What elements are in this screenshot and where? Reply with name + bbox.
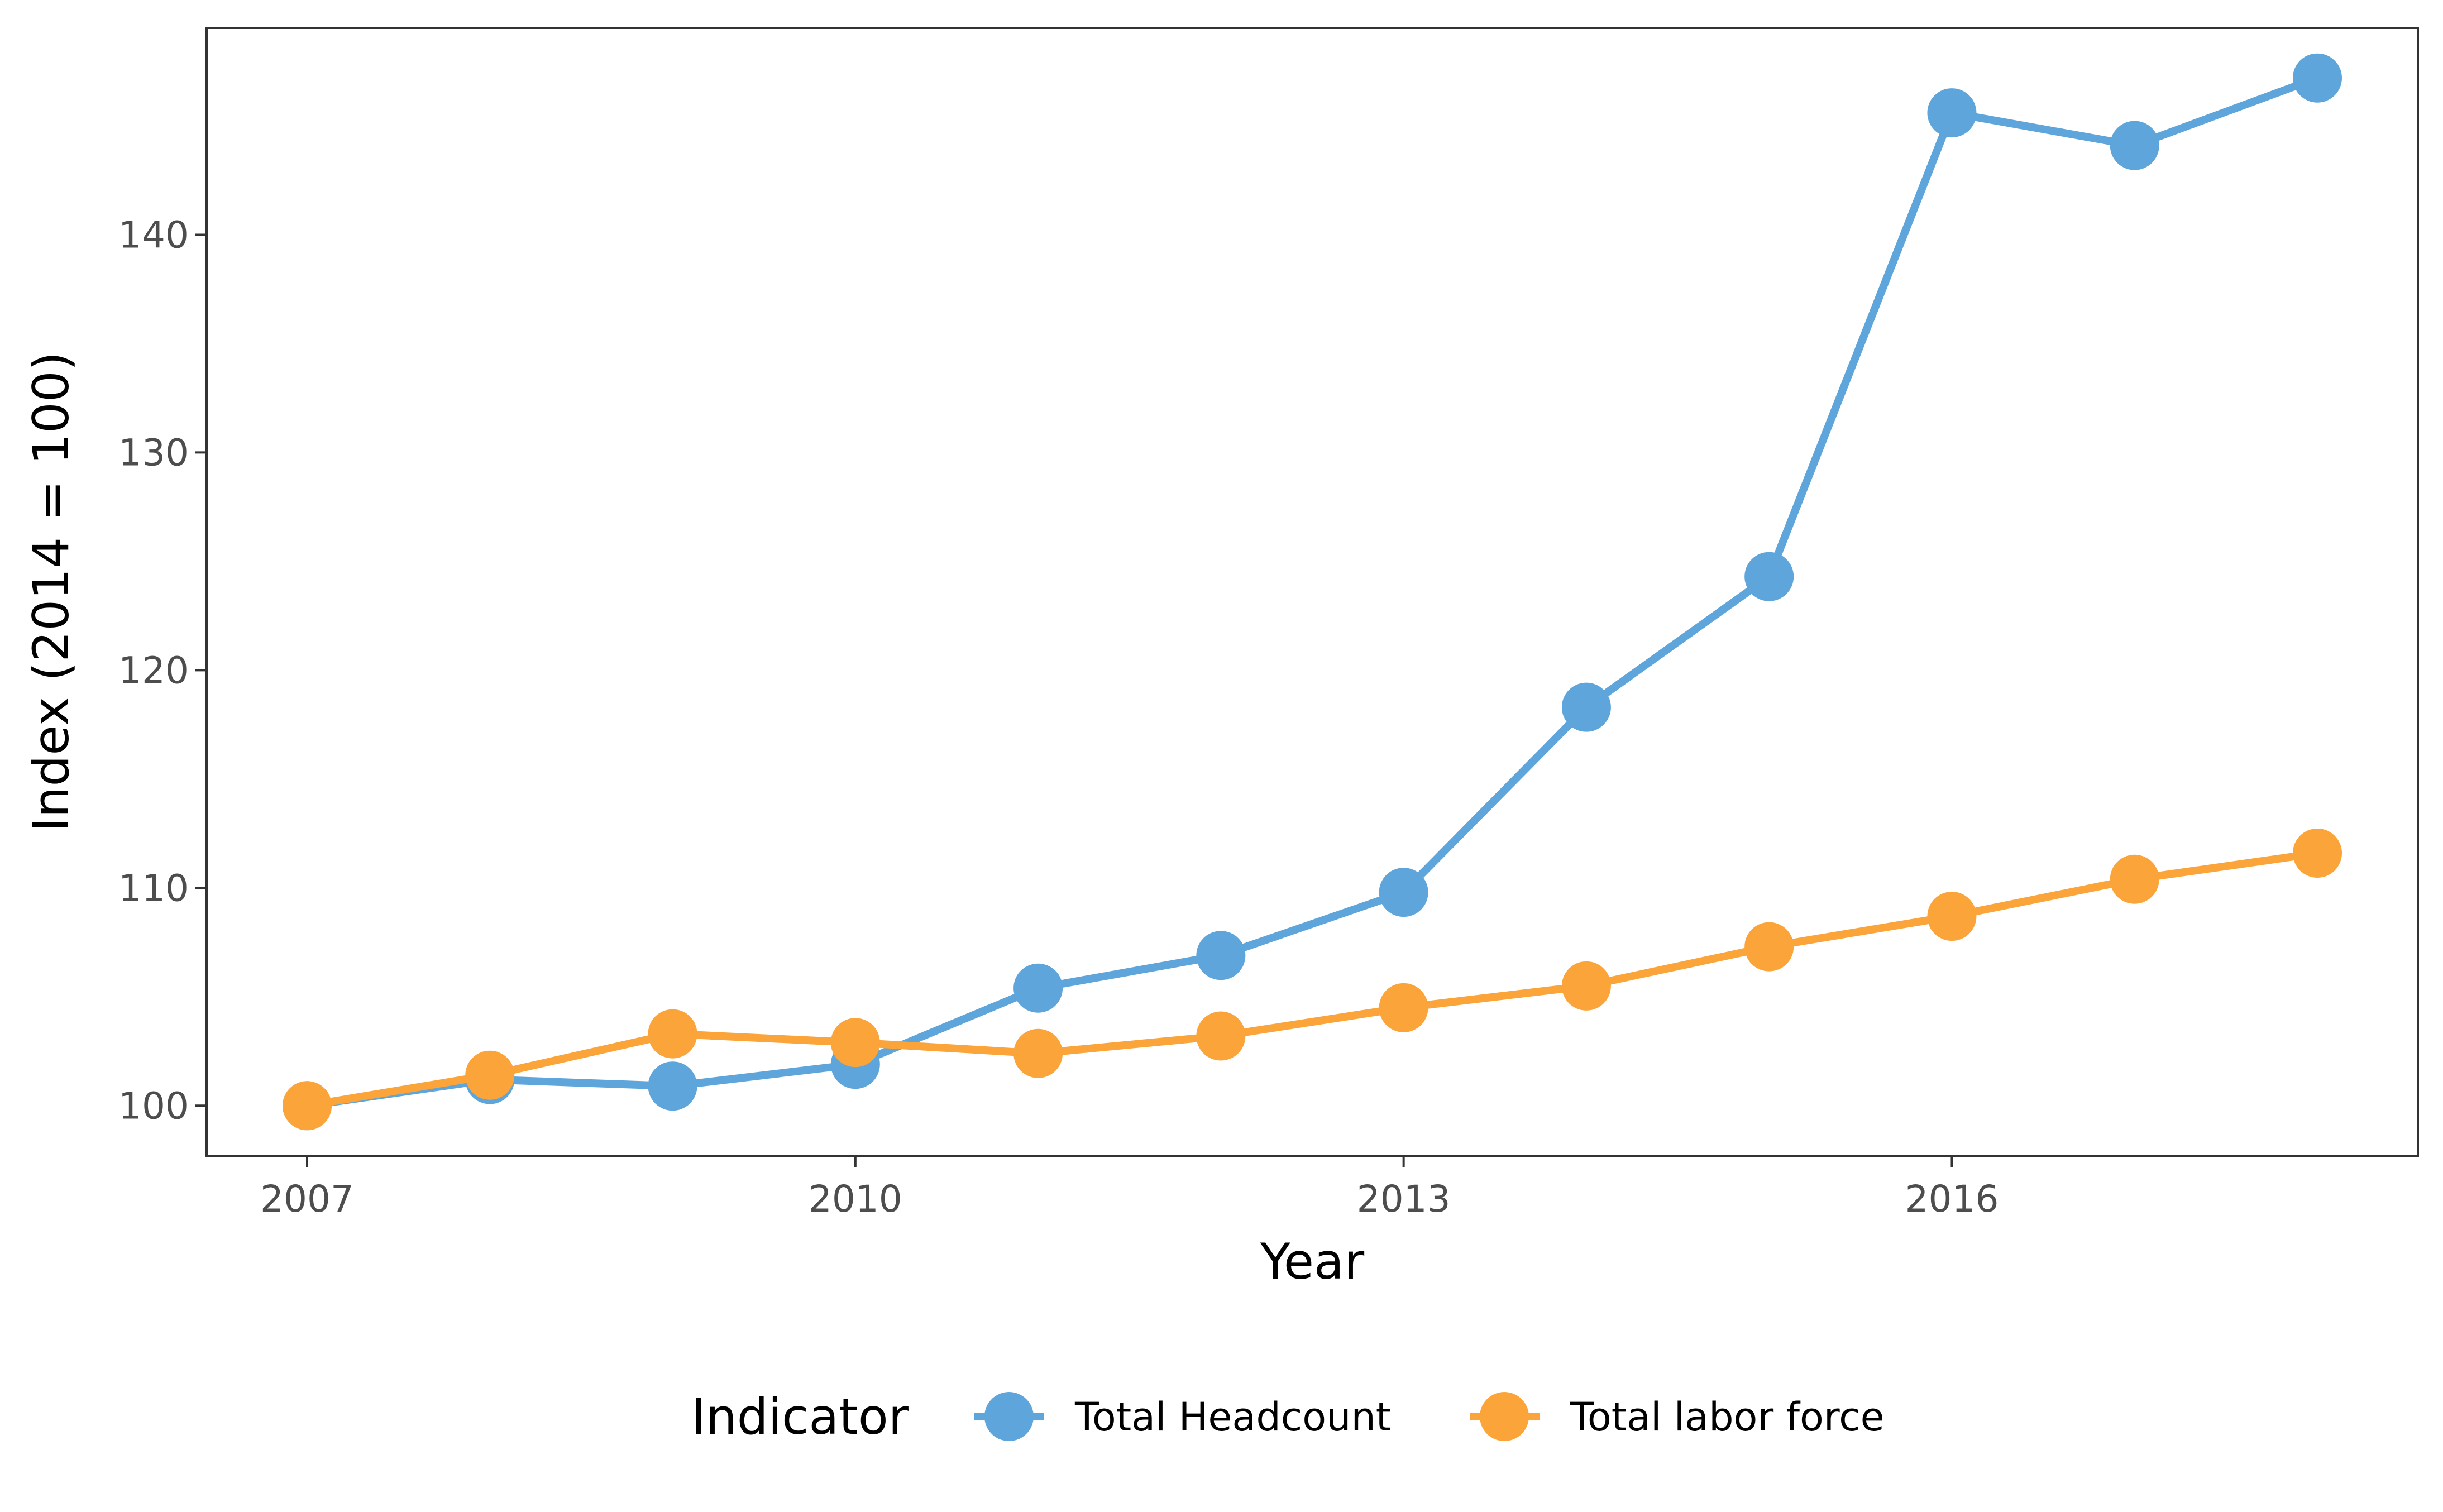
data-point-total-labor-force-2009 xyxy=(648,1009,697,1059)
legend: Indicator Total Headcount Total labor fo… xyxy=(691,1388,1885,1446)
data-point-total-labor-force-2011 xyxy=(1013,1028,1063,1078)
y-axis: 100 110 120 130 140 xyxy=(118,213,207,1127)
data-point-total-headcount-2011 xyxy=(1013,963,1063,1013)
data-point-total-labor-force-2008 xyxy=(465,1050,515,1100)
x-tick-label-2010: 2010 xyxy=(809,1178,902,1221)
data-point-total-labor-force-2016 xyxy=(1927,892,1977,941)
legend-label-total-labor-force: Total labor force xyxy=(1570,1394,1885,1440)
y-tick-label-100: 100 xyxy=(118,1084,189,1127)
series-layer xyxy=(283,53,2342,1131)
data-point-total-labor-force-2018 xyxy=(2293,828,2342,878)
plot-panel xyxy=(205,27,2419,1157)
data-point-total-headcount-2014 xyxy=(1561,682,1611,732)
legend-key-point-total-labor-force xyxy=(1480,1392,1529,1441)
series-line-total-labor-force xyxy=(303,849,2321,1110)
legend-key-point-total-headcount xyxy=(984,1392,1034,1441)
data-point-total-labor-force-2017 xyxy=(2110,854,2159,904)
data-point-total-headcount-2017 xyxy=(2110,121,2159,170)
x-tick-label-2007: 2007 xyxy=(260,1178,354,1221)
data-point-total-headcount-2016 xyxy=(1927,88,1977,138)
data-point-total-labor-force-2015 xyxy=(1744,922,1794,972)
series-line-total-headcount xyxy=(303,74,2321,1110)
x-tick-label-2013: 2013 xyxy=(1357,1178,1451,1221)
legend-item-total-headcount: Total Headcount xyxy=(974,1392,1391,1441)
legend-item-total-labor-force: Total labor force xyxy=(1470,1392,1885,1441)
x-axis: 2007 2010 2013 2016 xyxy=(260,1156,1999,1221)
data-point-total-headcount-2018 xyxy=(2293,53,2342,103)
y-axis-title: Index (2014 = 100) xyxy=(22,352,80,832)
data-point-total-labor-force-2010 xyxy=(830,1018,880,1068)
y-tick-label-130: 130 xyxy=(118,431,189,474)
y-tick-label-140: 140 xyxy=(118,213,189,256)
y-tick-label-110: 110 xyxy=(118,867,189,910)
data-point-total-labor-force-2012 xyxy=(1196,1011,1246,1061)
legend-label-total-headcount: Total Headcount xyxy=(1074,1394,1391,1440)
legend-title: Indicator xyxy=(691,1388,909,1446)
y-tick-label-120: 120 xyxy=(118,649,189,692)
data-point-total-headcount-2015 xyxy=(1744,552,1794,601)
x-axis-title: Year xyxy=(1260,1233,1365,1290)
data-point-total-headcount-2009 xyxy=(648,1061,697,1111)
data-point-total-labor-force-2013 xyxy=(1379,983,1428,1032)
data-point-total-headcount-2013 xyxy=(1379,868,1428,917)
data-point-total-labor-force-2014 xyxy=(1561,961,1611,1011)
data-point-total-headcount-2012 xyxy=(1196,931,1246,980)
data-point-total-labor-force-2007 xyxy=(283,1081,332,1131)
x-tick-label-2016: 2016 xyxy=(1905,1178,1999,1221)
